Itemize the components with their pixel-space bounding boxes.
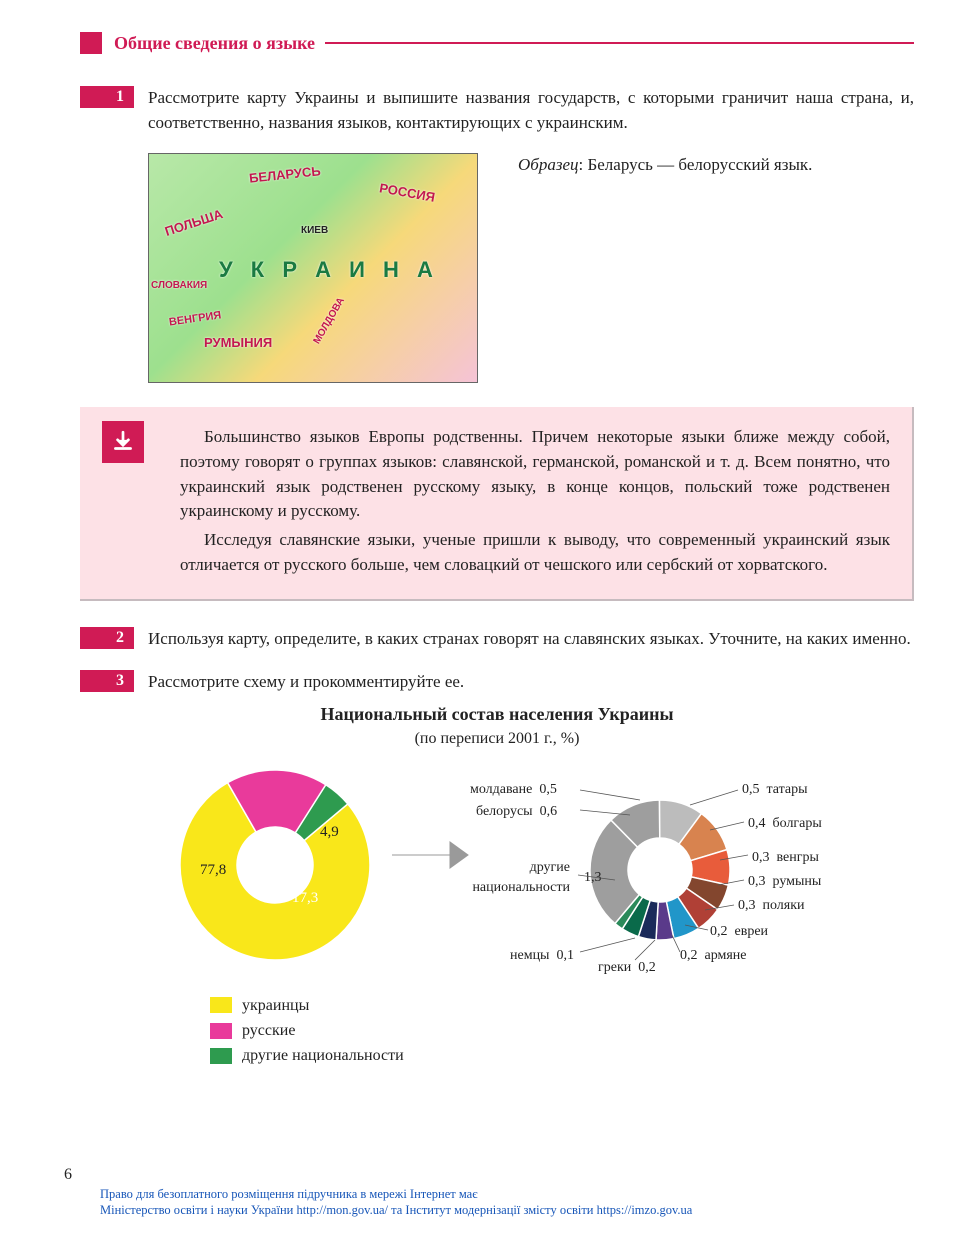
main-donut-chart: 77,8 17,3 4,9 (170, 760, 380, 978)
donut-value-other: 4,9 (320, 822, 339, 844)
ukraine-map: БЕЛАРУСЬ РОССИЯ ПОЛЬША СЛОВАКИЯ ВЕНГРИЯ … (148, 153, 478, 383)
chart-subtitle: (по переписи 2001 г., %) (80, 727, 914, 750)
lbl-greki: греки 0,2 (598, 958, 656, 978)
lbl-bolgary: 0,4 болгары (748, 814, 822, 834)
lbl-other-val: 1,3 (584, 868, 602, 888)
footer-line-2: Міністерство освіти і науки України http… (100, 1202, 692, 1218)
legend-label: украинцы (242, 994, 309, 1017)
map-label-ukraine: У К Р А И Н А (219, 254, 439, 286)
task-1: 1 Рассмотрите карту Украины и выпишите н… (80, 86, 914, 135)
map-label-belarus: БЕЛАРУСЬ (248, 163, 321, 189)
lbl-armyane: 0,2 армяне (680, 946, 747, 966)
footer-text: Право для безоплатного розміщення підруч… (100, 1186, 692, 1219)
lbl-belorusy: белорусы 0,6 (476, 802, 557, 822)
task-2: 2 Используя карту, определите, в каких с… (80, 627, 914, 652)
map-label-poland: ПОЛЬША (163, 206, 226, 242)
task-number: 3 (80, 670, 134, 692)
map-label-romania: РУМЫНИЯ (204, 334, 272, 353)
task-number: 2 (80, 627, 134, 649)
map-label-russia: РОССИЯ (378, 180, 436, 208)
charts-row: 77,8 17,3 4,9 молдаване 0,5 белорусы 0,6… (170, 760, 914, 990)
sample-label: Образец (518, 155, 579, 174)
chart-title: Национальный состав населения Украины (80, 701, 914, 727)
legend-item: русские (210, 1019, 914, 1042)
lbl-tatary: 0,5 татары (742, 780, 808, 800)
legend-swatch (210, 1048, 232, 1064)
section-title: Общие сведения о языке (114, 30, 315, 56)
info-box: Большинство языков Европы родственны. Пр… (80, 407, 914, 601)
map-label-slovakia: СЛОВАКИЯ (151, 279, 207, 294)
info-para-2: Исследуя славянские языки, ученые пришли… (180, 528, 890, 577)
task-text: Рассмотрите схему и прокомментируйте ее. (148, 670, 914, 695)
sample-value: : Беларусь — белорусский язык. (579, 155, 813, 174)
lbl-other-1: другие (500, 858, 570, 878)
legend-swatch (210, 1023, 232, 1039)
task-text: Используя карту, определите, в каких стр… (148, 627, 914, 652)
footer-line-1: Право для безоплатного розміщення підруч… (100, 1186, 692, 1202)
lbl-moldavane: молдаване 0,5 (470, 780, 557, 800)
legend-label: русские (242, 1019, 295, 1042)
task-number: 1 (80, 86, 134, 108)
map-label-moldova: МОЛДОВА (311, 296, 349, 348)
legend-label: другие национальности (242, 1044, 404, 1067)
header-rule (325, 42, 914, 44)
sample-text: Образец: Беларусь — белорусский язык. (518, 153, 914, 383)
page-number: 6 (64, 1163, 72, 1186)
info-text: Большинство языков Европы родственны. Пр… (180, 425, 890, 577)
lbl-polyaki: 0,3 поляки (738, 896, 805, 916)
detail-donut-chart: молдаване 0,5 белорусы 0,6 другие национ… (480, 760, 840, 990)
donut-value-ukr: 77,8 (200, 860, 226, 882)
lbl-vengry: 0,3 венгры (752, 848, 819, 868)
info-para-1: Большинство языков Европы родственны. Пр… (180, 425, 890, 524)
lbl-evrei: 0,2 евреи (710, 922, 768, 942)
map-label-kyiv: КИЕВ (301, 224, 328, 239)
donut-value-rus: 17,3 (292, 888, 318, 910)
legend-swatch (210, 997, 232, 1013)
lbl-nemcy: немцы 0,1 (510, 946, 574, 966)
section-header: Общие сведения о языке (80, 30, 914, 56)
map-row: БЕЛАРУСЬ РОССИЯ ПОЛЬША СЛОВАКИЯ ВЕНГРИЯ … (148, 153, 914, 383)
task-3: 3 Рассмотрите схему и прокомментируйте е… (80, 670, 914, 695)
lbl-other-2: национальности (450, 878, 570, 898)
legend-item: другие национальности (210, 1044, 914, 1067)
download-icon (102, 421, 144, 463)
chart-legend: украинцы русские другие национальности (210, 994, 914, 1068)
legend-item: украинцы (210, 994, 914, 1017)
map-label-hungary: ВЕНГРИЯ (168, 309, 222, 332)
task-text: Рассмотрите карту Украины и выпишите наз… (148, 86, 914, 135)
lbl-rumyny: 0,3 румыны (748, 872, 821, 892)
header-square-icon (80, 32, 102, 54)
